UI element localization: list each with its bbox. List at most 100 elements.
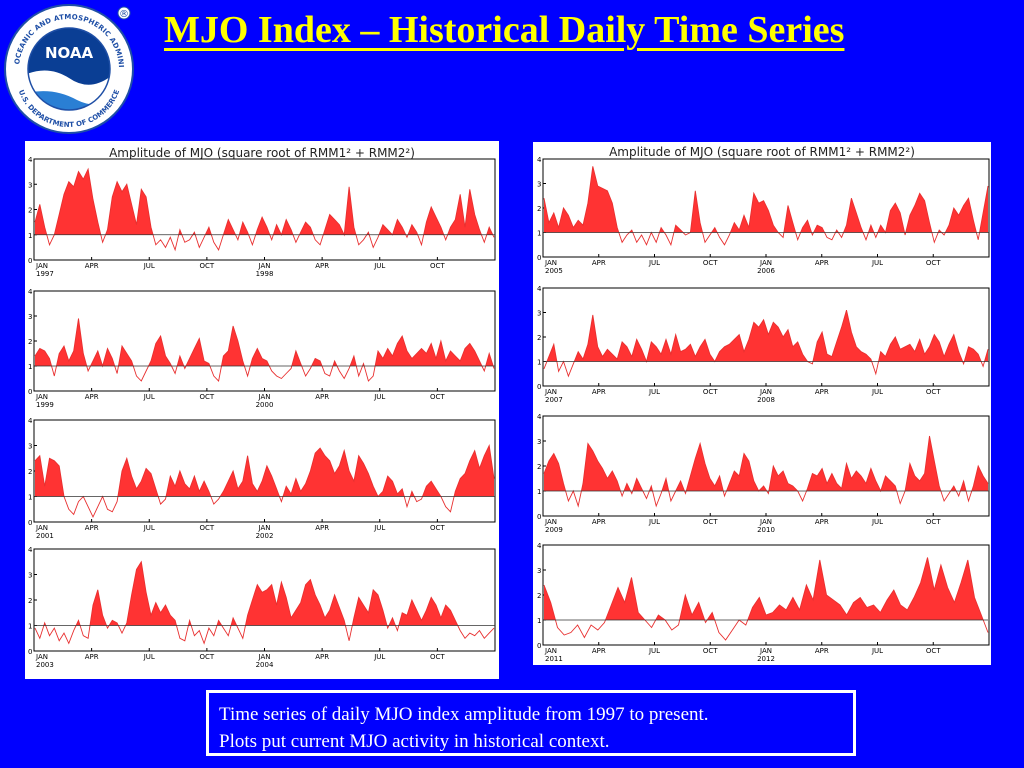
- year-label: 2012: [757, 655, 775, 663]
- y-tick-label: 1: [28, 494, 32, 502]
- chart-row: 0 1 2 3 4 JAN APR JUL OCT JAN APR JUL OCT 1999 2000: [28, 288, 496, 409]
- y-tick-label: 3: [28, 313, 32, 321]
- x-tick-label: JUL: [143, 524, 155, 532]
- x-tick-label: OCT: [200, 653, 215, 661]
- amplitude-fill-above-one: [544, 310, 988, 362]
- logo-registered-mark: ®: [119, 9, 129, 20]
- x-tick-label: JUL: [373, 653, 385, 661]
- slide-title: MJO Index – Historical Daily Time Series: [164, 9, 845, 51]
- plot-frame: [33, 158, 496, 261]
- x-tick-label: JAN: [258, 524, 271, 532]
- y-tick-label: 3: [28, 443, 32, 451]
- y-tick-label: 4: [28, 156, 33, 164]
- noaa-logo-svg: NATIONAL OCEANIC AND ATMOSPHERIC ADMINIS…: [0, 0, 134, 134]
- amplitude-fill-above-one: [544, 436, 988, 491]
- x-tick-label: JAN: [544, 518, 557, 526]
- y-tick-label: 0: [28, 257, 32, 265]
- x-tick-label: OCT: [926, 388, 941, 396]
- right-chart-panel: Amplitude of MJO (square root of RMM1² +…: [533, 142, 991, 665]
- x-tick-label: JUL: [143, 262, 155, 270]
- amplitude-line: [34, 560, 495, 645]
- x-tick-label: JUL: [373, 393, 385, 401]
- year-label: 2000: [256, 401, 274, 409]
- x-tick-label: APR: [315, 262, 329, 270]
- amplitude-fill-above-one: [35, 445, 494, 497]
- y-tick-label: 2: [537, 463, 541, 471]
- x-tick-label: OCT: [703, 388, 718, 396]
- amplitude-fill-above-one: [544, 166, 988, 233]
- chart-row: 0 1 2 3 4 JAN APR JUL OCT JAN APR JUL OCT 2011 2012: [537, 542, 990, 663]
- caption-line-2: Plots put current MJO activity in histor…: [219, 731, 610, 752]
- x-tick-label: JAN: [258, 393, 271, 401]
- x-tick-label: APR: [85, 524, 99, 532]
- x-tick-label: OCT: [703, 518, 718, 526]
- year-label: 1999: [36, 401, 54, 409]
- x-tick-label: OCT: [200, 262, 215, 270]
- y-tick-label: 0: [537, 383, 541, 391]
- chart-row: 0 1 2 3 4 JAN APR JUL OCT JAN APR JUL OCT 2007 2008: [537, 285, 990, 404]
- x-tick-label: OCT: [430, 393, 445, 401]
- x-tick-label: JAN: [759, 518, 772, 526]
- chart-row: 0 1 2 3 4 JAN APR JUL OCT JAN APR JUL OCT 2003 2004: [28, 546, 496, 669]
- chart-title: Amplitude of MJO (square root of RMM1² +…: [609, 145, 915, 159]
- x-tick-label: APR: [592, 388, 606, 396]
- x-tick-label: APR: [592, 518, 606, 526]
- chart-row: 0 1 2 3 4 JAN APR JUL OCT JAN APR JUL OCT 1997 1998: [28, 156, 496, 278]
- year-label: 2009: [545, 526, 563, 534]
- y-tick-label: 1: [28, 363, 32, 371]
- x-tick-label: JAN: [759, 388, 772, 396]
- year-label: 2001: [36, 532, 54, 540]
- x-tick-label: JUL: [871, 518, 883, 526]
- x-tick-label: JUL: [143, 653, 155, 661]
- x-tick-label: JUL: [648, 518, 660, 526]
- x-tick-label: APR: [592, 259, 606, 267]
- x-tick-label: JAN: [35, 393, 48, 401]
- chart-title: Amplitude of MJO (square root of RMM1² +…: [109, 146, 415, 160]
- x-tick-label: OCT: [430, 262, 445, 270]
- year-label: 2010: [757, 526, 775, 534]
- y-tick-label: 4: [28, 417, 33, 425]
- x-tick-label: JUL: [871, 647, 883, 655]
- amplitude-line: [543, 557, 989, 641]
- y-tick-label: 1: [28, 623, 32, 631]
- y-tick-label: 0: [537, 254, 541, 262]
- y-tick-label: 2: [537, 205, 541, 213]
- x-tick-label: JUL: [648, 647, 660, 655]
- x-tick-label: JAN: [258, 262, 271, 270]
- y-tick-label: 1: [537, 359, 541, 367]
- x-tick-label: JAN: [759, 259, 772, 267]
- y-tick-label: 0: [537, 513, 541, 521]
- x-tick-label: APR: [592, 647, 606, 655]
- y-tick-label: 4: [537, 156, 542, 164]
- y-tick-label: 2: [28, 207, 32, 215]
- x-tick-label: APR: [315, 524, 329, 532]
- x-tick-label: OCT: [926, 518, 941, 526]
- x-tick-label: APR: [315, 393, 329, 401]
- y-tick-label: 0: [537, 642, 541, 650]
- x-tick-label: JAN: [35, 262, 48, 270]
- x-tick-label: OCT: [703, 647, 718, 655]
- y-tick-label: 2: [537, 334, 541, 342]
- caption-box: Time series of daily MJO index amplitude…: [206, 690, 856, 756]
- y-tick-label: 3: [537, 438, 541, 446]
- chart-row: 0 1 2 3 4 JAN APR JUL OCT JAN APR JUL OCT 2009 2010: [537, 413, 990, 534]
- y-tick-label: 4: [28, 288, 33, 296]
- noaa-logo: NATIONAL OCEANIC AND ATMOSPHERIC ADMINIS…: [0, 0, 136, 136]
- right-chart-svg: Amplitude of MJO (square root of RMM1² +…: [537, 145, 990, 663]
- x-tick-label: JAN: [35, 653, 48, 661]
- year-label: 2008: [757, 396, 775, 404]
- y-tick-label: 2: [28, 338, 32, 346]
- amplitude-line: [543, 435, 989, 508]
- left-chart-svg: Amplitude of MJO (square root of RMM1² +…: [28, 146, 496, 669]
- y-tick-label: 4: [537, 542, 542, 550]
- x-tick-label: APR: [815, 259, 829, 267]
- y-tick-label: 2: [537, 592, 541, 600]
- chart-row: 0 1 2 3 4 JAN APR JUL OCT JAN APR JUL OCT 2005 2006: [537, 156, 990, 275]
- year-label: 2002: [256, 532, 274, 540]
- year-label: 2007: [545, 396, 563, 404]
- y-tick-label: 1: [537, 617, 541, 625]
- x-tick-label: OCT: [430, 653, 445, 661]
- year-label: 2011: [545, 655, 563, 663]
- plot-frame: [542, 415, 990, 517]
- y-tick-label: 3: [537, 181, 541, 189]
